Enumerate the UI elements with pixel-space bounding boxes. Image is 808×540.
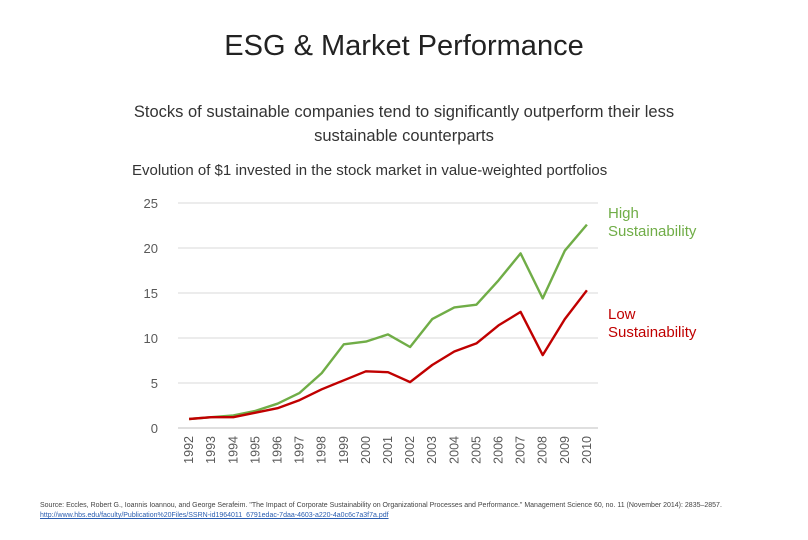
x-tick-label-1996: 1996 — [270, 436, 284, 464]
series-label-line: Sustainability — [608, 324, 697, 341]
x-tick-label-2009: 2009 — [558, 436, 572, 464]
x-tick-label-2001: 2001 — [381, 436, 395, 464]
x-tick-label-2006: 2006 — [492, 436, 506, 464]
source-citation: Source: Eccles, Robert G., Ioannis Ioann… — [40, 501, 780, 521]
series-label-0: High Sustainability — [608, 205, 697, 240]
x-tick-label-2004: 2004 — [447, 436, 461, 464]
x-tick-label-1993: 1993 — [204, 436, 218, 464]
y-tick-label-5: 5 — [151, 376, 158, 391]
x-tick-label-2003: 2003 — [425, 436, 439, 464]
source-text: Source: Eccles, Robert G., Ioannis Ioann… — [40, 502, 722, 509]
x-tick-label-1997: 1997 — [293, 436, 307, 464]
y-tick-label-10: 10 — [144, 331, 158, 346]
x-tick-label-1998: 1998 — [315, 436, 329, 464]
y-tick-label-0: 0 — [151, 421, 158, 436]
line-chart: 0 5 10 15 20 25 1992 1993 1994 1995 1996 1997 1998 19… — [144, 196, 697, 464]
series-line-0 — [189, 223, 588, 421]
y-tick-label-20: 20 — [144, 241, 158, 256]
x-tick-label-1994: 1994 — [226, 436, 240, 464]
series-label-line: Sustainability — [608, 223, 697, 240]
x-tick-label-1999: 1999 — [337, 436, 351, 464]
x-tick-label-2010: 2010 — [580, 436, 594, 464]
y-tick-label-25: 25 — [144, 196, 158, 211]
source-link[interactable]: http://www.hbs.edu/faculty/Publication%2… — [40, 512, 389, 519]
y-tick-label-15: 15 — [144, 286, 158, 301]
series-line-1 — [189, 289, 588, 421]
chart-title: Evolution of $1 invested in the stock ma… — [132, 162, 608, 179]
series-label-line: Low — [608, 306, 636, 323]
x-tick-label-2008: 2008 — [536, 436, 550, 464]
x-tick-label-1992: 1992 — [182, 436, 196, 464]
x-tick-label-2000: 2000 — [359, 436, 373, 464]
x-tick-label-1995: 1995 — [248, 436, 262, 464]
x-tick-label-2002: 2002 — [403, 436, 417, 464]
page-title: ESG & Market Performance — [224, 30, 584, 62]
x-tick-label-2007: 2007 — [514, 436, 528, 464]
x-tick-label-2005: 2005 — [469, 436, 483, 464]
page-subtitle: Stocks of sustainable companies tend to … — [133, 103, 675, 145]
series-label-line: High — [608, 205, 639, 222]
series-label-1: Low Sustainability — [608, 306, 697, 341]
